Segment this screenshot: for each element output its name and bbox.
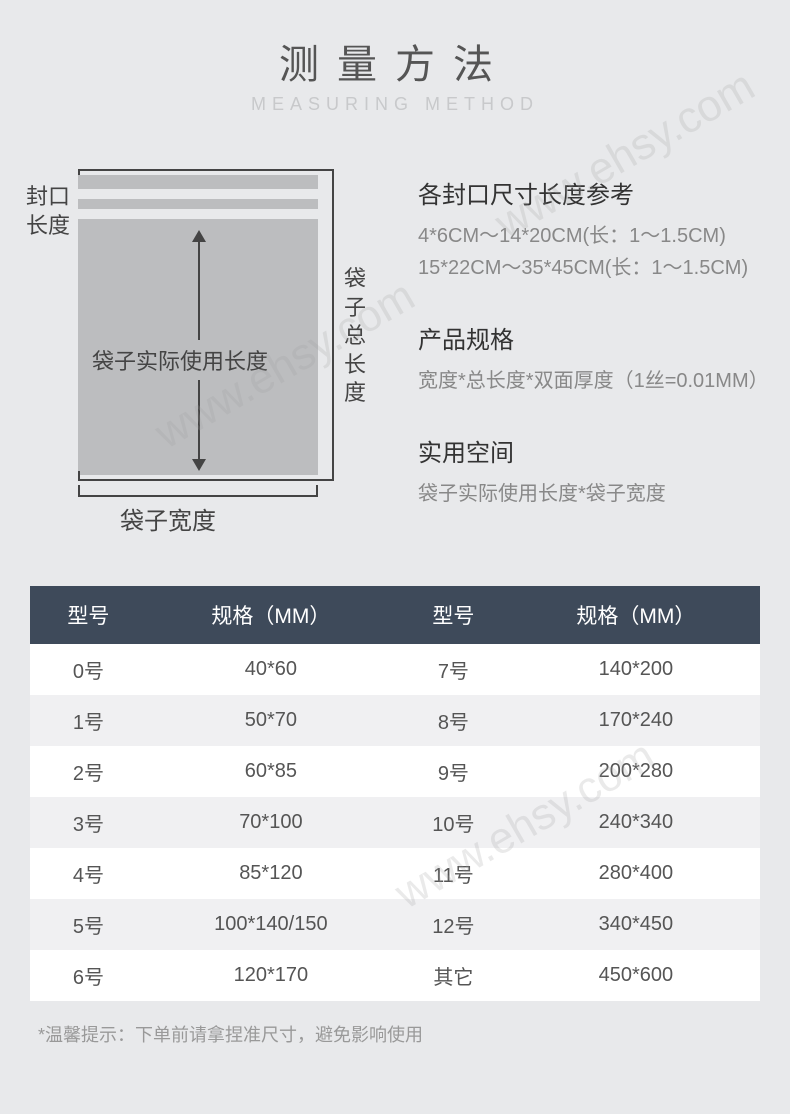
table-cell: 11号 [395,848,512,899]
bracket-bottom [78,479,334,481]
info-seal-line1: 4*6CM～14*20CM(长：1～1.5CM) [418,220,760,252]
width-label: 袋子宽度 [120,501,216,536]
th-spec-2: 规格（MM） [512,586,760,644]
table-cell: 12号 [395,899,512,950]
content-row: 封口 长度 袋子实际使用长度 袋子总长度 袋子宽度 各封口尺寸长度参考 4*6C… [0,175,790,546]
table-row: 6号120*170其它450*600 [30,950,760,1001]
usage-length-label: 袋子实际使用长度 [92,340,268,380]
table-cell: 5号 [30,899,147,950]
info-space: 实用空间 袋子实际使用长度*袋子宽度 [418,433,760,510]
table-cell: 50*70 [147,695,395,746]
title-en: MEASURING METHOD [0,94,790,115]
table-cell: 200*280 [512,746,760,797]
table-cell: 40*60 [147,644,395,695]
info-spec: 产品规格 宽度*总长度*双面厚度（1丝=0.01MM） [418,320,760,397]
table-row: 0号40*607号140*200 [30,644,760,695]
table-cell: 1号 [30,695,147,746]
table-cell: 170*240 [512,695,760,746]
info-spec-title: 产品规格 [418,320,760,355]
table-row: 5号100*140/15012号340*450 [30,899,760,950]
arrow-down-icon [192,459,206,471]
table-header-row: 型号 规格（MM） 型号 规格（MM） [30,586,760,644]
bag-stripe [78,189,318,199]
table-row: 4号85*12011号280*400 [30,848,760,899]
th-spec-1: 规格（MM） [147,586,395,644]
seal-length-label: 封口 长度 [25,183,71,240]
table-cell: 7号 [395,644,512,695]
info-space-title: 实用空间 [418,433,760,468]
seal-label-line1: 封口 [26,184,70,209]
table-cell: 4号 [30,848,147,899]
spec-table: 型号 规格（MM） 型号 规格（MM） 0号40*607号140*2001号50… [30,586,760,1001]
table-row: 1号50*708号170*240 [30,695,760,746]
table-cell: 120*170 [147,950,395,1001]
table-cell: 60*85 [147,746,395,797]
th-model-2: 型号 [395,586,512,644]
seal-label-line2: 长度 [26,213,70,238]
table-cell: 6号 [30,950,147,1001]
info-area: 各封口尺寸长度参考 4*6CM～14*20CM(长：1～1.5CM) 15*22… [390,175,760,546]
table-cell: 340*450 [512,899,760,950]
bracket-top [78,169,334,171]
table-cell: 10号 [395,797,512,848]
header: 测量方法 MEASURING METHOD [0,0,790,115]
info-spec-text: 宽度*总长度*双面厚度（1丝=0.01MM） [418,365,760,397]
table-cell: 450*600 [512,950,760,1001]
footnote: *温馨提示：下单前请拿捏准尺寸，避免影响使用 [38,1021,760,1047]
title-cn: 测量方法 [0,32,790,90]
spec-table-area: 型号 规格（MM） 型号 规格（MM） 0号40*607号140*2001号50… [30,586,760,1001]
table-cell: 9号 [395,746,512,797]
table-cell: 3号 [30,797,147,848]
table-cell: 280*400 [512,848,760,899]
bag-stripe [78,209,318,219]
table-cell: 70*100 [147,797,395,848]
table-cell: 2号 [30,746,147,797]
table-cell: 240*340 [512,797,760,848]
table-cell: 0号 [30,644,147,695]
diagram: 封口 长度 袋子实际使用长度 袋子总长度 袋子宽度 [20,175,390,545]
info-seal-line2: 15*22CM～35*45CM(长：1～1.5CM) [418,252,760,284]
info-space-text: 袋子实际使用长度*袋子宽度 [418,478,760,510]
table-cell: 其它 [395,950,512,1001]
table-row: 3号70*10010号240*340 [30,797,760,848]
table-cell: 140*200 [512,644,760,695]
table-cell: 100*140/150 [147,899,395,950]
info-seal-title: 各封口尺寸长度参考 [418,175,760,210]
total-length-label: 袋子总长度 [344,265,366,408]
table-row: 2号60*859号200*280 [30,746,760,797]
table-cell: 8号 [395,695,512,746]
width-bracket [78,485,318,497]
table-cell: 85*120 [147,848,395,899]
th-model-1: 型号 [30,586,147,644]
table-body: 0号40*607号140*2001号50*708号170*2402号60*859… [30,644,760,1001]
info-seal: 各封口尺寸长度参考 4*6CM～14*20CM(长：1～1.5CM) 15*22… [418,175,760,284]
